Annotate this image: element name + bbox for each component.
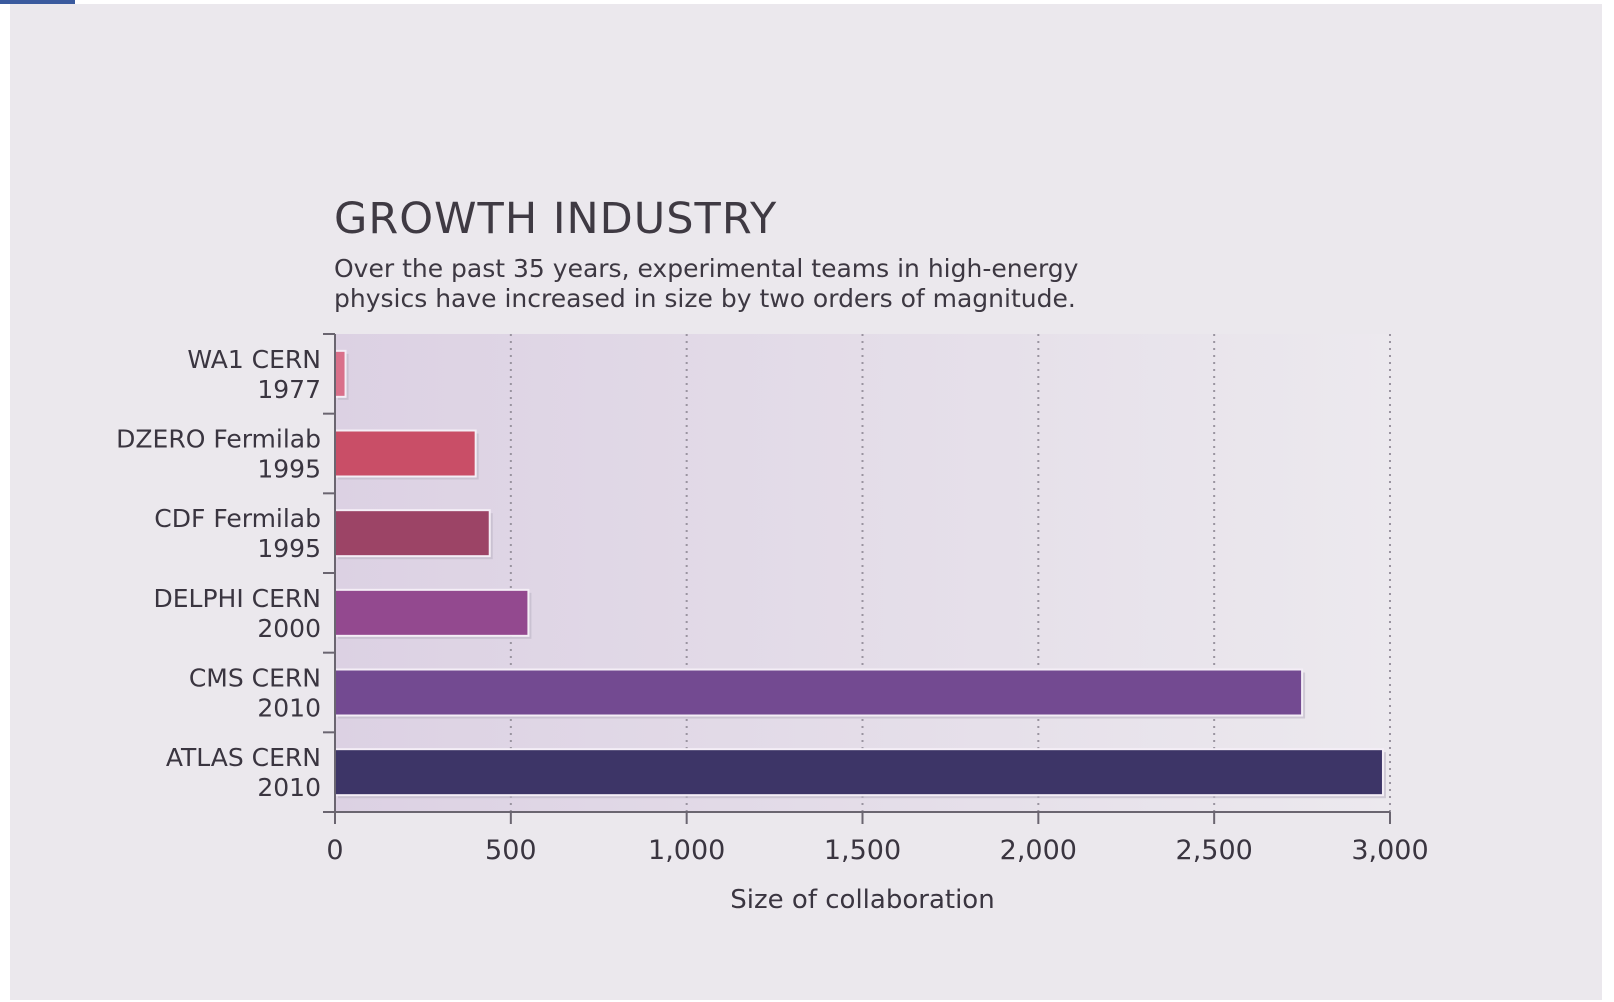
bars: [334, 349, 1386, 799]
chart-subtitle: Over the past 35 years, experimental tea…: [334, 254, 1079, 313]
category-year: 1995: [257, 534, 321, 563]
category-label: CDF Fermilab: [154, 504, 321, 533]
category-year: 1995: [257, 455, 321, 484]
x-axis-label: Size of collaboration: [730, 885, 994, 915]
bar: [334, 588, 530, 637]
x-tick-labels: 0 500 1,000 1,500 2,000 2,500 3,000: [326, 835, 1428, 866]
x-tick-label: 500: [485, 835, 537, 866]
x-tick-label: 0: [326, 835, 343, 866]
bar: [334, 748, 1384, 797]
category-year: 2010: [257, 773, 321, 802]
category-year: 2000: [257, 614, 321, 643]
bar: [334, 509, 491, 558]
gridlines: [509, 334, 1391, 812]
x-tick-label: 2,000: [1000, 835, 1077, 866]
chart-title: GROWTH INDUSTRY: [334, 194, 778, 244]
category-label: ATLAS CERN: [166, 743, 321, 772]
category-year: 2010: [257, 694, 321, 723]
corner-mark: [0, 0, 75, 4]
bar: [334, 429, 477, 478]
bar: [334, 349, 347, 398]
category-label: DZERO Fermilab: [116, 425, 321, 454]
x-tick-label: 3,000: [1351, 835, 1428, 866]
axes: [323, 333, 1391, 824]
category-label: WA1 CERN: [187, 345, 321, 374]
x-tick-label: 1,000: [648, 835, 725, 866]
category-year: 1977: [257, 375, 321, 404]
category-label: DELPHI CERN: [154, 584, 322, 613]
x-tick-label: 1,500: [824, 835, 901, 866]
category-label: CMS CERN: [189, 664, 321, 693]
x-tick-label: 2,500: [1176, 835, 1253, 866]
bar: [334, 668, 1304, 717]
